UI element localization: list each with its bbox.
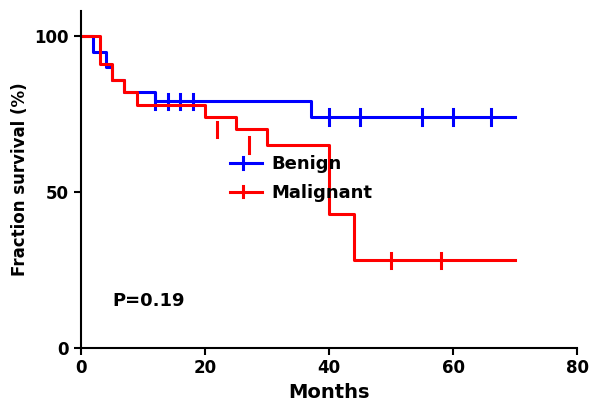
Y-axis label: Fraction survival (%): Fraction survival (%) xyxy=(11,83,29,276)
Legend: Benign, Malignant: Benign, Malignant xyxy=(223,148,380,209)
X-axis label: Months: Months xyxy=(289,383,370,402)
Text: P=0.19: P=0.19 xyxy=(112,292,184,310)
